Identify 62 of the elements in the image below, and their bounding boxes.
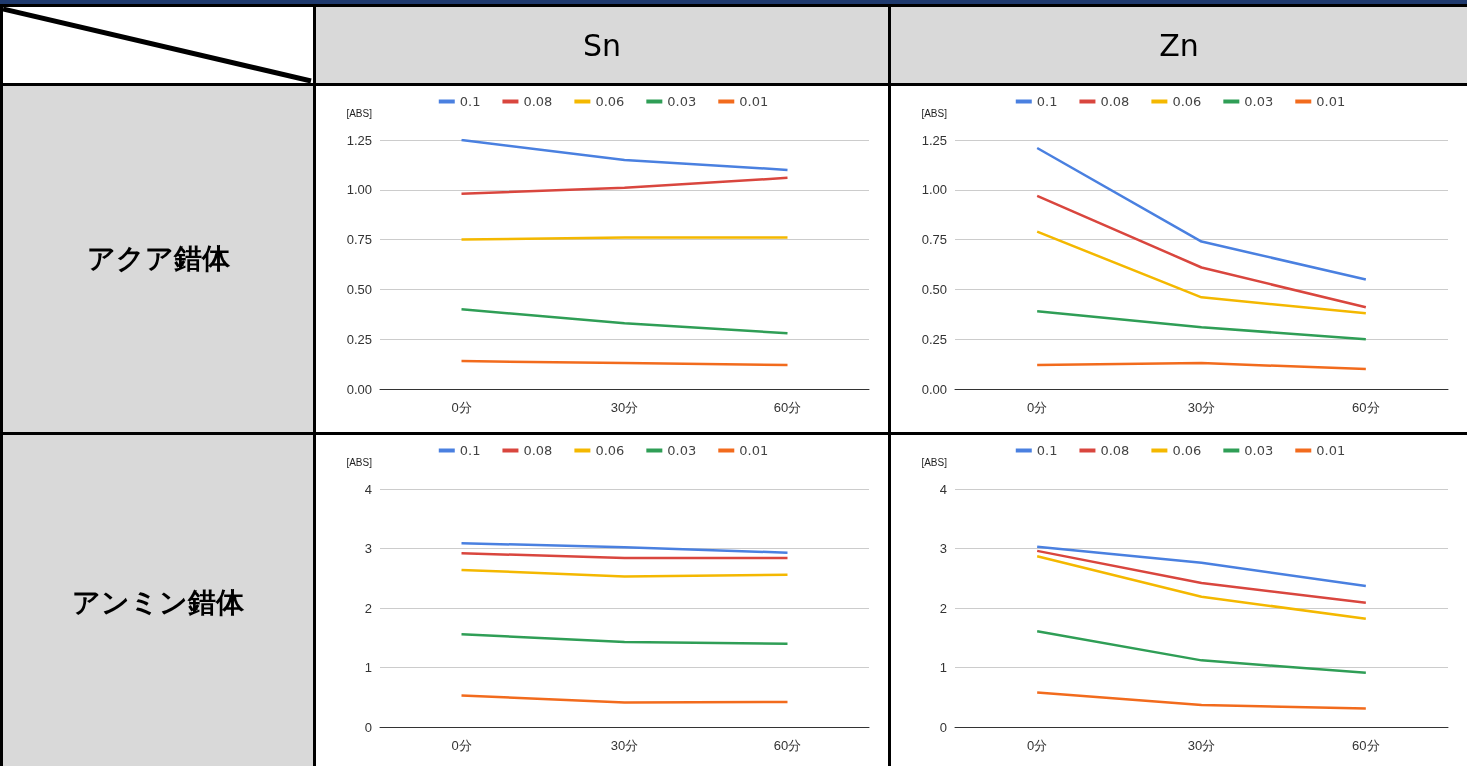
legend-label: 0.1	[459, 443, 481, 458]
y-tick-label: 0	[364, 719, 372, 735]
y-tick-label: 0	[939, 719, 947, 735]
legend-label: 0.08	[523, 94, 553, 109]
x-tick-label: 60分	[773, 400, 802, 415]
y-tick-label: 1.25	[921, 132, 947, 148]
y-tick-label: 0.00	[346, 381, 372, 397]
y-tick-label: 2	[364, 600, 372, 616]
y-tick-label: 0.25	[346, 331, 372, 347]
legend-label: 0.08	[1100, 443, 1130, 458]
legend-label: 0.08	[523, 443, 553, 458]
legend-label: 0.1	[1036, 443, 1058, 458]
legend-label: 0.01	[739, 94, 769, 109]
y-tick-label: 0.75	[921, 232, 947, 248]
y-axis-title: [ABS]	[346, 456, 373, 468]
y-tick-label: 1.00	[921, 182, 947, 198]
legend-label: 0.03	[667, 443, 697, 458]
chart-title: Sn	[313, 4, 891, 86]
y-tick-label: 1.00	[346, 182, 372, 198]
legend-label: 0.06	[595, 443, 625, 458]
x-tick-label: 0分	[1027, 738, 1048, 753]
x-tick-label: 0分	[451, 738, 472, 753]
x-tick-label: 60分	[1352, 400, 1380, 415]
y-tick-label: 3	[939, 541, 947, 556]
x-tick-label: 60分	[773, 738, 802, 753]
y-tick-label: 0.75	[346, 232, 372, 248]
y-axis-title: [ABS]	[921, 456, 948, 468]
y-tick-label: 3	[364, 541, 372, 556]
y-tick-label: 0.50	[921, 281, 947, 297]
text: アンミン錯体	[0, 432, 316, 766]
y-tick-label: 0.00	[921, 381, 947, 397]
legend-label: 0.1	[459, 94, 481, 109]
y-tick-label: 1	[939, 660, 947, 675]
legend-label: 0.06	[595, 94, 625, 109]
y-axis-title: [ABS]	[921, 107, 948, 119]
legend-label: 0.03	[1244, 94, 1274, 109]
y-tick-label: 4	[364, 481, 372, 497]
x-tick-label: 30分	[610, 738, 639, 753]
x-tick-label: 60分	[1352, 738, 1380, 753]
y-tick-label: 2	[939, 600, 947, 616]
legend-label: 0.06	[1172, 443, 1202, 458]
x-tick-label: 30分	[1187, 400, 1216, 415]
legend-label: 0.03	[667, 94, 697, 109]
y-tick-label: 4	[939, 481, 947, 497]
x-tick-label: 0分	[451, 400, 472, 415]
legend-label: 0.03	[1244, 443, 1274, 458]
y-axis-title: [ABS]	[346, 107, 373, 119]
y-tick-label: 0.50	[346, 281, 372, 297]
legend-label: 0.08	[1100, 94, 1130, 109]
legend-label: 0.06	[1172, 94, 1202, 109]
y-tick-label: 1	[364, 660, 372, 675]
legend-label: 0.1	[1036, 94, 1058, 109]
x-tick-label: 30分	[1187, 738, 1216, 753]
legend-label: 0.01	[1316, 443, 1346, 458]
chart-title: Zn	[888, 4, 1467, 86]
x-tick-label: 0分	[1027, 400, 1048, 415]
y-tick-label: 0.25	[921, 331, 947, 347]
x-tick-label: 30分	[610, 400, 639, 415]
text: アクア錯体	[0, 83, 316, 435]
y-tick-label: 1.25	[346, 132, 372, 148]
legend-label: 0.01	[739, 443, 769, 458]
legend-label: 0.01	[1316, 94, 1346, 109]
